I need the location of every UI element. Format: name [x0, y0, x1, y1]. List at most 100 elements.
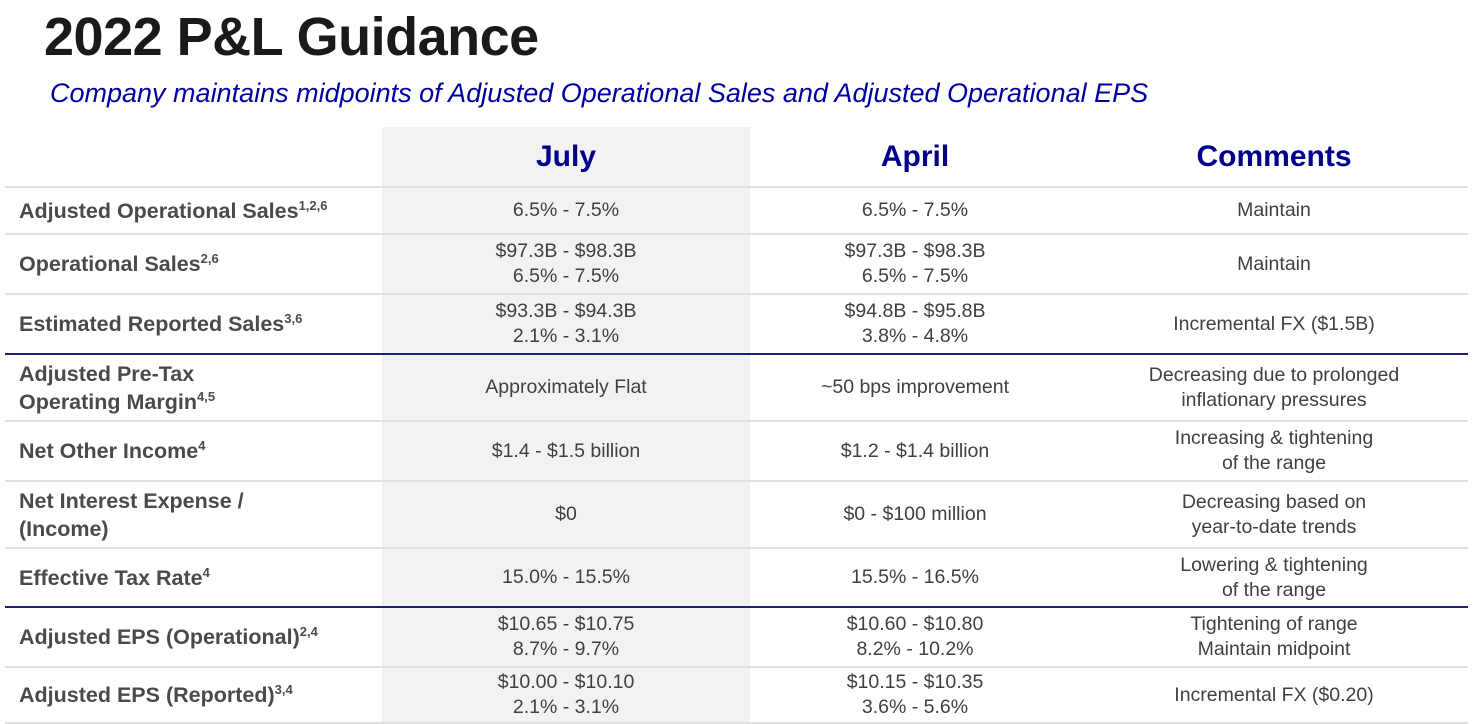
table-cell: Increasing & tightening of the range [1080, 421, 1468, 482]
label-line: Adjusted Operational Sales1,2,6 [19, 197, 328, 223]
cell-line: 15.0% - 15.5% [502, 566, 630, 588]
row-label: Net Other Income4 [5, 421, 382, 482]
table-cell: $94.8B - $95.8B 3.8% - 4.8% [750, 294, 1080, 355]
title: 2022 P&L Guidance [44, 7, 539, 67]
subtitle: Company maintains midpoints of Adjusted … [50, 78, 1149, 108]
table-cell: $93.3B - $94.3B 2.1% - 3.1% [382, 294, 750, 355]
table-cell: Incremental FX ($1.5B) [1080, 294, 1468, 355]
table-cell: Decreasing based on year-to-date trends [1080, 481, 1468, 549]
footnote-ref: 3,6 [284, 311, 303, 326]
cell-line: $1.4 - $1.5 billion [491, 439, 641, 462]
cell-line: $1.2 - $1.4 billion [840, 439, 990, 462]
cell-line: Maintain midpoint [1197, 638, 1351, 660]
footnote-ref: 2,4 [299, 624, 318, 639]
table-cell: Lowering & tightening of the range [1080, 548, 1468, 608]
cell-line: $10.00 - $10.10 [497, 671, 635, 693]
footnote-ref: 1,2,6 [298, 197, 328, 213]
cell-line: 2.1% - 3.1% [512, 696, 620, 718]
cell-line: $10.60 - $10.80 [846, 613, 984, 635]
table-cell: $10.65 - $10.75 8.7% - 9.7% [382, 607, 750, 668]
row-label: Effective Tax Rate4 [5, 548, 382, 608]
cell-line: Maintain [1237, 252, 1311, 275]
table-cell: $1.4 - $1.5 billion [382, 421, 750, 482]
row-label: Net Interest Expense / (Income) [5, 481, 382, 549]
table-row: Operational Sales2,6 $97.3B - $98.3B 6.5% … [5, 234, 1468, 295]
table-cell: Tightening of range Maintain midpoint [1080, 607, 1468, 668]
table-row: Adjusted Operational Sales1,2,6 6.5% - 7.… [5, 187, 1468, 235]
label-line: Net Other Income4 [19, 438, 206, 463]
label-line: Adjusted EPS (Operational)2,4 [19, 624, 318, 649]
cell-line: Approximately Flat [485, 376, 647, 398]
label-line: Adjusted EPS (Reported)3,4 [19, 682, 293, 707]
label-line: Operating Margin4,5 [19, 388, 216, 414]
label-line: Adjusted Pre-Tax [19, 361, 195, 386]
table-row: Adjusted Pre-Tax Operating Margin4,5 Appro… [5, 354, 1468, 422]
table-cell: 15.5% - 16.5% [750, 548, 1080, 608]
cell-line: $10.15 - $10.35 [846, 671, 984, 693]
cell-line: Decreasing due to prolonged [1148, 363, 1400, 386]
cell-line: year-to-date trends [1191, 515, 1357, 538]
cell-line: 8.7% - 9.7% [512, 638, 620, 660]
row-label: Estimated Reported Sales3,6 [5, 294, 382, 355]
cell-line: $0 [555, 503, 577, 525]
table-cell: $97.3B - $98.3B 6.5% - 7.5% [750, 234, 1080, 295]
cell-line: Decreasing based on [1181, 490, 1367, 513]
table-cell: $10.00 - $10.10 2.1% - 3.1% [382, 667, 750, 724]
cell-line: $94.8B - $95.8B [844, 300, 986, 322]
cell-line: $10.65 - $10.75 [497, 613, 635, 635]
cell-line: of the range [1221, 578, 1327, 601]
cell-line: $97.3B - $98.3B [844, 240, 986, 262]
footnote-ref: 4 [198, 438, 206, 453]
cell-line: 3.8% - 4.8% [861, 325, 969, 347]
cell-line: 6.5% - 7.5% [512, 199, 620, 221]
label-line: (Income) [19, 516, 109, 541]
row-label: Adjusted EPS (Operational)2,4 [5, 607, 382, 668]
table-row: Net Interest Expense / (Income) $0 $0 - $10… [5, 481, 1468, 549]
table-cell: 6.5% - 7.5% [382, 187, 750, 235]
cell-line: $0 - $100 million [843, 503, 987, 525]
table-row: Effective Tax Rate4 15.0% - 15.5% 15.5% - … [5, 548, 1468, 608]
guidance-table: July April Comments Adjusted Operational S… [5, 127, 1468, 724]
table-cell: $0 - $100 million [750, 481, 1080, 549]
table-row: Adjusted EPS (Reported)3,4 $10.00 - $10.1… [5, 667, 1468, 724]
cell-line: 8.2% - 10.2% [856, 638, 974, 660]
table-cell: Decreasing due to prolonged inflationary … [1080, 354, 1468, 422]
cell-line: 6.5% - 7.5% [512, 265, 620, 287]
table-cell: ~50 bps improvement [750, 354, 1080, 422]
row-label: Operational Sales2,6 [5, 234, 382, 295]
footnote-ref: 4,5 [196, 388, 216, 404]
cell-line: Tightening of range [1190, 613, 1358, 635]
row-label: Adjusted Operational Sales1,2,6 [5, 187, 382, 235]
header-row: July April Comments [5, 127, 1468, 188]
column-header: Comments [1080, 127, 1468, 188]
label-line: Effective Tax Rate4 [19, 564, 210, 590]
table-row: Net Other Income4 $1.4 - $1.5 billion $1.2… [5, 421, 1468, 482]
label-line: Estimated Reported Sales3,6 [19, 311, 303, 336]
footnote-ref: 2,6 [200, 251, 219, 266]
cell-line: ~50 bps improvement [820, 376, 1010, 398]
table-cell: Maintain [1080, 187, 1468, 235]
cell-line: $93.3B - $94.3B [495, 300, 637, 322]
row-label: Adjusted EPS (Reported)3,4 [5, 667, 382, 724]
label-line: Net Interest Expense / [19, 488, 244, 513]
table-cell: $1.2 - $1.4 billion [750, 421, 1080, 482]
corner [5, 127, 382, 188]
table-row: Estimated Reported Sales3,6 $93.3B - $94.… [5, 294, 1468, 355]
table-cell: Maintain [1080, 234, 1468, 295]
table-cell: 6.5% - 7.5% [750, 187, 1080, 235]
table-cell: 15.0% - 15.5% [382, 548, 750, 608]
cell-line: inflationary pressures [1181, 388, 1367, 411]
table-cell: $0 [382, 481, 750, 549]
cell-line: Increasing & tightening [1174, 427, 1374, 449]
table-row: Adjusted EPS (Operational)2,4 $10.65 - $1… [5, 607, 1468, 668]
cell-line: Incremental FX ($1.5B) [1173, 312, 1375, 335]
cell-line: Incremental FX ($0.20) [1174, 683, 1374, 706]
table-cell: Incremental FX ($0.20) [1080, 667, 1468, 724]
column-header: April [750, 127, 1080, 188]
cell-line: $97.3B - $98.3B [495, 240, 637, 262]
table-cell: $97.3B - $98.3B 6.5% - 7.5% [382, 234, 750, 295]
cell-line: 15.5% - 16.5% [851, 566, 979, 588]
table-cell: Approximately Flat [382, 354, 750, 422]
footnote-ref: 3,4 [274, 682, 293, 697]
